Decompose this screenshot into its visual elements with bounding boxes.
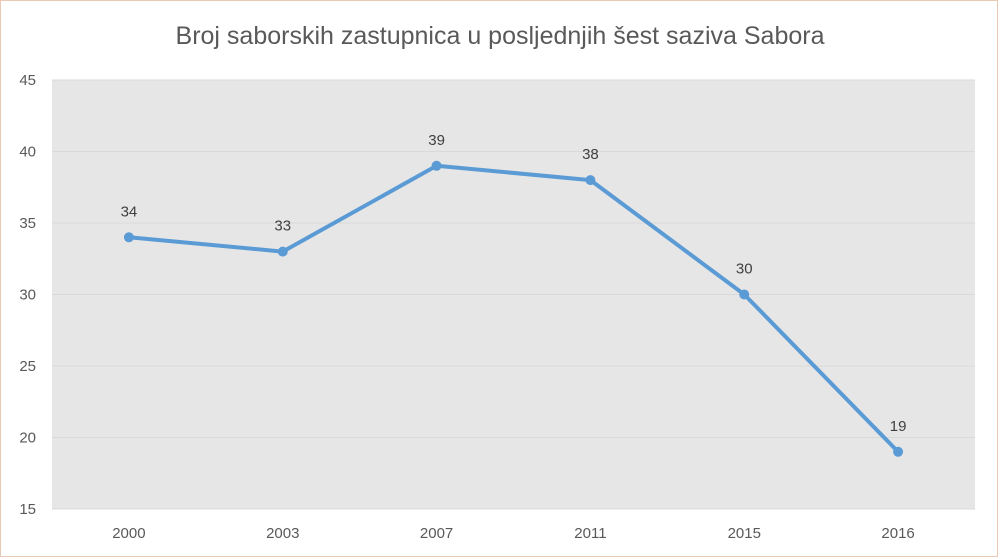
- data-point: [893, 446, 904, 457]
- data-point: [123, 232, 134, 243]
- x-tick-label: 2007: [420, 525, 453, 542]
- data-point: [277, 246, 288, 257]
- y-tick-label: 30: [19, 287, 36, 304]
- x-tick-label: 2015: [728, 525, 761, 542]
- data-label: 33: [274, 218, 291, 235]
- data-label: 39: [428, 132, 445, 149]
- data-label: 38: [582, 146, 599, 163]
- data-label: 34: [121, 203, 138, 220]
- data-label: 19: [890, 418, 907, 435]
- data-point: [585, 175, 596, 186]
- y-tick-label: 15: [19, 501, 36, 518]
- data-point: [739, 289, 750, 300]
- y-tick-label: 35: [19, 215, 36, 232]
- series-line: [128, 163, 900, 454]
- x-tick-label: 2016: [881, 525, 914, 542]
- y-tick-label: 45: [19, 72, 36, 89]
- data-label: 30: [736, 261, 753, 278]
- x-tick-label: 2000: [112, 525, 145, 542]
- x-tick-label: 2011: [574, 525, 606, 542]
- data-point: [431, 160, 442, 171]
- x-tick-label: 2003: [266, 525, 299, 542]
- y-tick-label: 20: [19, 430, 36, 447]
- y-tick-label: 40: [19, 144, 36, 161]
- chart-title: Broj saborskih zastupnica u posljednjih …: [175, 22, 825, 50]
- y-tick-label: 25: [19, 358, 36, 375]
